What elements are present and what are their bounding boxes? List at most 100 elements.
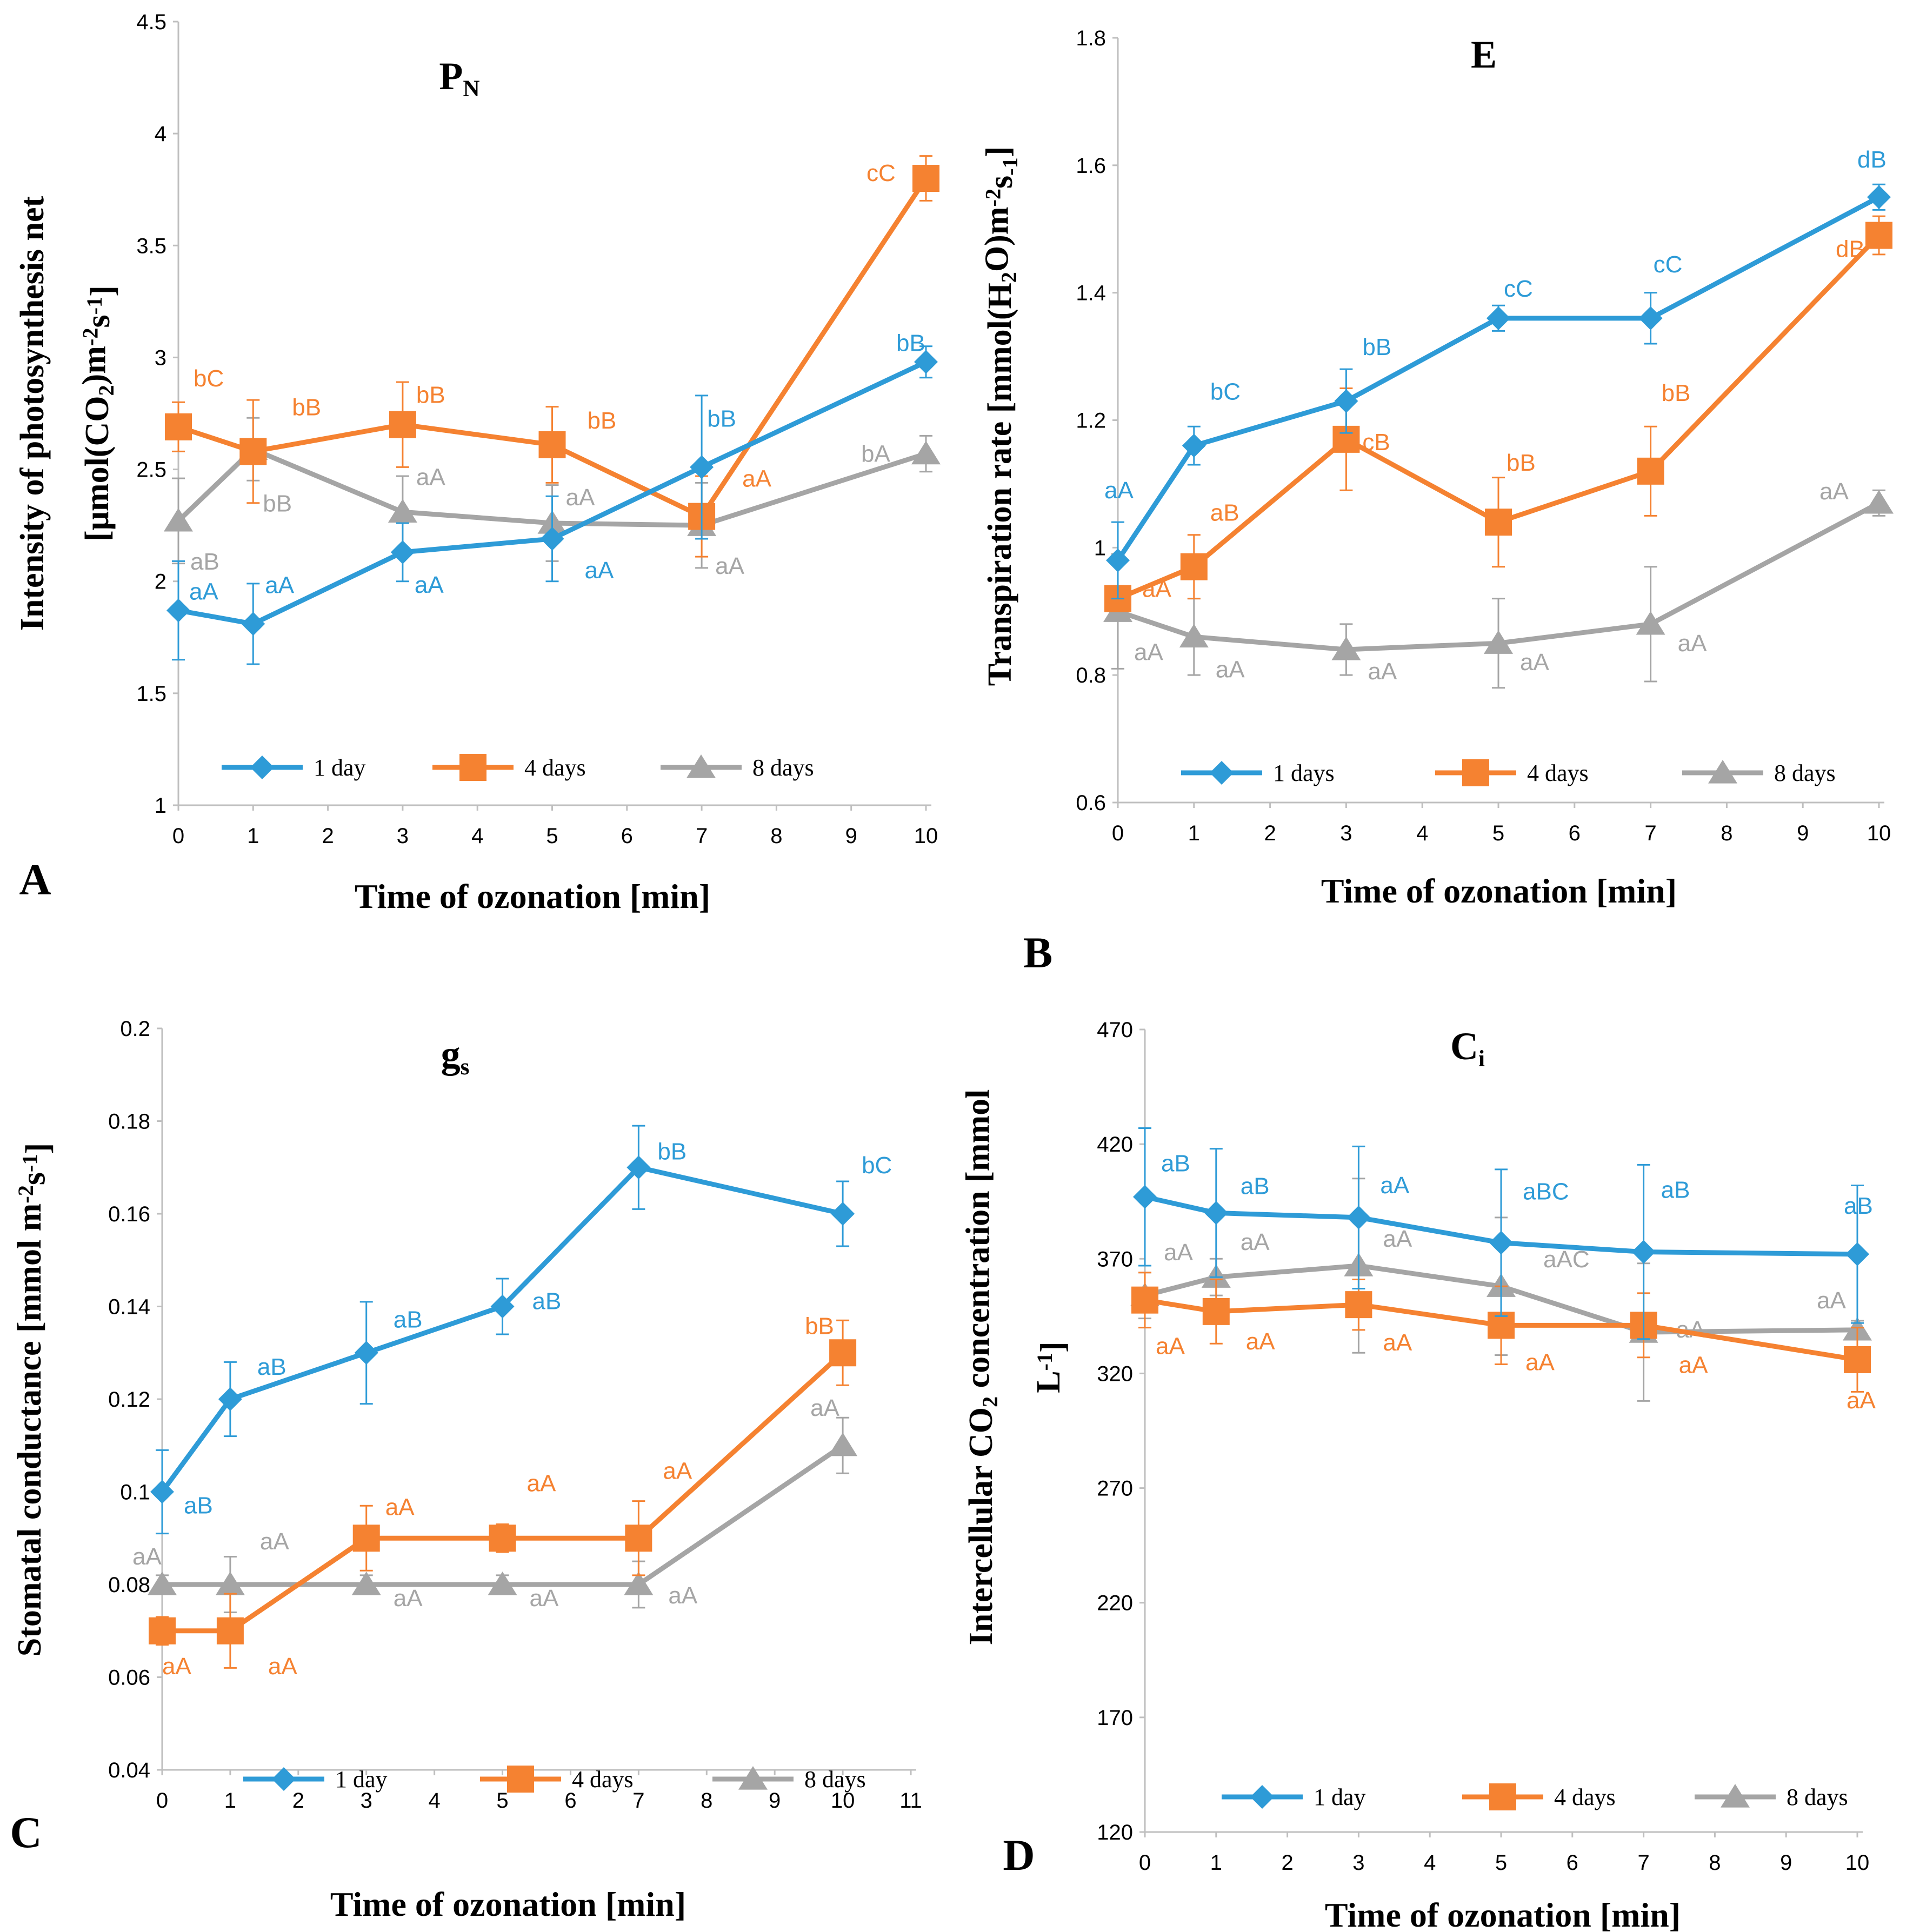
y-tick-label: 470 [1097,1018,1133,1042]
significance-label: aA [566,484,595,511]
legend: 1 days 4 days 8 days [1181,759,1836,786]
y-tick-label: 2.5 [136,458,166,482]
data-point [1489,1231,1513,1255]
y-tick-label: 0.8 [1076,664,1106,687]
data-point [241,612,265,636]
x-tick-label: 0 [156,1789,168,1813]
chart-title: gs [441,1033,470,1080]
data-point [218,1387,242,1411]
significance-label: aA [1383,1226,1412,1252]
y-tick-label: 0.14 [108,1295,150,1319]
significance-label: bC [1210,379,1241,405]
significance-label: aA [415,572,444,598]
legend-marker [459,754,486,781]
significance-label: aA [416,464,445,490]
data-point [540,527,564,551]
significance-label: aA [1525,1349,1555,1375]
chart-panel-b: 0.6 0.8 1 1.2 1.4 1.6 1.8 0 1 2 3 4 5 6 7 8 9 10 E Time of … [979,26,1894,977]
legend-marker [272,1767,296,1791]
significance-label: aA [132,1543,162,1570]
series-3: aA aA aA aA aA aA [1103,478,1894,689]
significance-label: aA [260,1528,289,1555]
significance-label: aA [1241,1229,1270,1255]
y-axis-label: L-1] [1030,1341,1071,1393]
significance-label: aA [1679,1352,1708,1378]
y-tick-label: 1.5 [136,682,166,706]
data-point [914,350,938,374]
significance-label: aA [1142,576,1171,603]
y-tick-label: 3 [155,346,166,370]
x-tick-label: 4 [429,1789,441,1813]
significance-label: aAC [1543,1246,1590,1273]
y-tick-label: 0.1 [120,1481,150,1505]
data-point [1345,1291,1372,1319]
x-tick-label: 7 [1644,821,1656,845]
x-tick-label: 9 [1797,821,1809,845]
x-tick-label: 5 [546,824,558,848]
y-tick-label: 320 [1097,1362,1133,1386]
series-1: aA bC bB cC cC dB [1104,146,1891,600]
panel-letter: D [1003,1830,1035,1880]
y-tick-label: 4.5 [136,10,166,34]
series-line [178,359,927,626]
significance-label: aA [1216,656,1245,683]
y-axis-label: Transpiration rate [mmol(H2O)m-2s-1] [979,146,1023,686]
significance-label: aA [1847,1387,1876,1414]
data-point [1845,1242,1869,1266]
series-line [162,1443,844,1587]
panel-letter: B [1023,928,1053,977]
legend-label: 8 days [752,754,814,781]
x-tick-label: 1 [247,824,259,848]
x-tick-label: 1 [1210,1851,1222,1875]
y-axis-label: Stomatal conductance [mmol m-2s-1] [11,1143,56,1657]
legend-marker [1708,760,1737,784]
significance-label: aA [394,1585,423,1612]
significance-label: aB [257,1354,286,1380]
y-tick-label: 0.18 [108,1110,150,1134]
x-tick-label: 10 [914,824,938,848]
x-axis-label: Time of ozonation [min] [355,877,710,915]
data-point [1334,389,1358,413]
data-point [1636,611,1665,635]
significance-label: aA [268,1653,297,1680]
y-axis-label: Intensity of photosynthesis net [14,196,51,631]
significance-label: aA [668,1582,697,1609]
y-tick-label: 4 [155,122,166,146]
y-tick-label: 0.16 [108,1202,150,1226]
series-1: aB aB aB aB bB bC [150,1125,892,1535]
data-point [150,1480,174,1504]
significance-label: aA [663,1458,692,1484]
x-tick-label: 3 [361,1789,372,1813]
data-point [488,1572,517,1595]
data-point [626,1155,651,1180]
data-point [352,1525,380,1552]
significance-label: aA [1156,1333,1185,1360]
x-tick-label: 6 [621,824,633,848]
x-tick-label: 5 [1495,1851,1507,1875]
data-point [351,1572,381,1595]
significance-label: bB [1362,334,1391,360]
x-tick-label: 10 [1867,821,1891,845]
data-point [1180,553,1208,580]
series-1: aB aB aA aBC aB aB [1133,1127,1873,1340]
data-point [831,1202,855,1226]
data-point [1202,1298,1230,1325]
significance-label: bB [707,405,736,432]
data-point [1864,490,1894,514]
x-tick-label: 0 [1112,821,1124,845]
y-tick-label: 1.4 [1076,282,1106,305]
data-point [538,431,566,458]
legend-label: 4 days [524,754,586,781]
y-tick-label: 1.2 [1076,409,1106,433]
data-point [911,440,941,465]
data-point [1867,185,1891,209]
significance-label: aBC [1523,1179,1569,1205]
significance-label: bB [292,394,321,420]
data-point [1131,1286,1158,1314]
y-axis-label: Intercellular CO2 concentration [mmol [960,1089,1003,1646]
x-axis-label: Time of ozonation [min] [1321,872,1677,910]
y-tick-label: 1 [1094,536,1106,560]
y-tick-label: 0.08 [108,1573,150,1597]
y-tick-label: 2 [155,570,166,594]
x-tick-label: 3 [1340,821,1352,845]
